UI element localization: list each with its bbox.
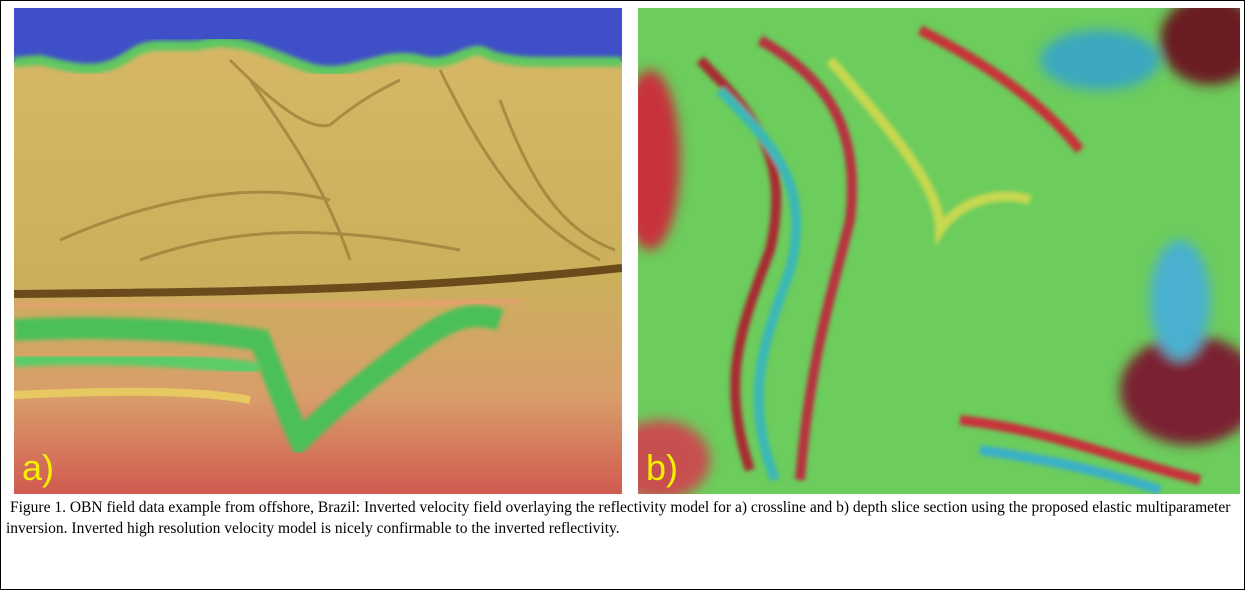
- panel-label: a): [22, 447, 54, 488]
- panel-a-image: [14, 8, 622, 494]
- figure-images: a) b): [0, 0, 1245, 500]
- panel-label: b): [646, 447, 678, 488]
- figure-caption: Figure 1. OBN field data example from of…: [6, 497, 1234, 539]
- panel-b-image: [610, 0, 1245, 500]
